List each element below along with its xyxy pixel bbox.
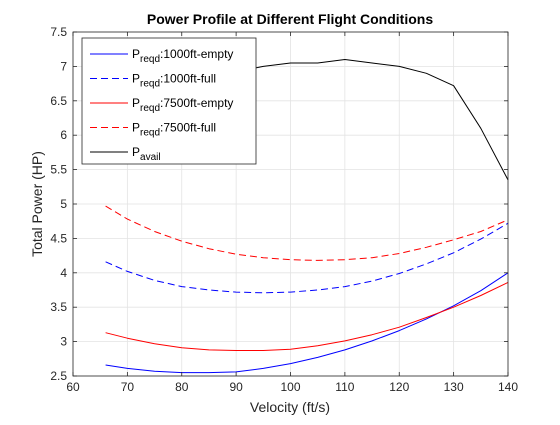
y-tick-label: 3.5 (50, 300, 67, 314)
legend-entry-4: Preqd:7500ft-full (132, 121, 216, 139)
legend-entry-main: P (132, 121, 140, 135)
legend-entry-subscript: avail (140, 152, 161, 163)
legend-entry-rest: :7500ft-empty (160, 96, 233, 110)
x-tick-label: 130 (444, 380, 464, 394)
x-tick-label: 70 (121, 380, 135, 394)
y-tick-label: 5.5 (50, 163, 67, 177)
legend-entry-subscript: reqd (140, 128, 160, 139)
legend-entry-2: Preqd:1000ft-full (132, 72, 216, 90)
x-tick-label: 80 (175, 380, 189, 394)
y-tick-label: 6 (60, 128, 67, 142)
x-axis-label: Velocity (ft/s) (250, 399, 330, 415)
y-tick-label: 3 (60, 335, 67, 349)
legend-entry-main: P (132, 47, 140, 61)
x-tick-label: 140 (498, 380, 518, 394)
series-line-3 (105, 281, 509, 351)
x-tick-label: 90 (229, 380, 243, 394)
x-tick-label: 100 (280, 380, 300, 394)
series-line-4 (105, 205, 509, 261)
series-line-2 (105, 222, 509, 294)
x-tick-label: 120 (389, 380, 409, 394)
legend-entry-rest: :7500ft-full (160, 121, 216, 135)
y-tick-label: 7.5 (50, 25, 67, 39)
y-axis-label: Total Power (HP) (29, 151, 45, 257)
y-tick-label: 4 (60, 266, 67, 280)
legend-entry-5: Pavail (132, 145, 161, 163)
legend-entry-subscript: reqd (140, 103, 160, 114)
axis-ticks: 60 70 80 90 100 110 120 130 140 2.5 3 3.5 4 4.5 5 5.5 6 6… (50, 25, 518, 394)
legend-entry-subscript: reqd (140, 79, 160, 90)
legend-entry-main: P (132, 96, 140, 110)
x-tick-label: 60 (66, 380, 80, 394)
y-tick-label: 4.5 (50, 231, 67, 245)
y-tick-label: 2.5 (50, 369, 67, 383)
y-tick-label: 6.5 (50, 94, 67, 108)
x-tick-label: 110 (335, 380, 354, 394)
legend-entry-main: P (132, 145, 140, 159)
legend-entry-3: Preqd:7500ft-empty (132, 96, 233, 114)
legend-entry-1: Preqd:1000ft-empty (132, 47, 233, 65)
y-tick-label: 7 (60, 59, 67, 73)
legend-box (81, 37, 257, 165)
legend-entry-rest: :1000ft-full (160, 72, 216, 86)
y-tick-label: 5 (60, 197, 67, 211)
legend-entry-subscript: reqd (140, 54, 160, 65)
legend-entry-rest: :1000ft-empty (160, 47, 233, 61)
legend: Preqd:1000ft-emptyPreqd:1000ft-fullPreqd… (81, 37, 257, 165)
legend-entry-main: P (132, 72, 140, 86)
chart-title: Power Profile at Different Flight Condit… (147, 11, 433, 27)
